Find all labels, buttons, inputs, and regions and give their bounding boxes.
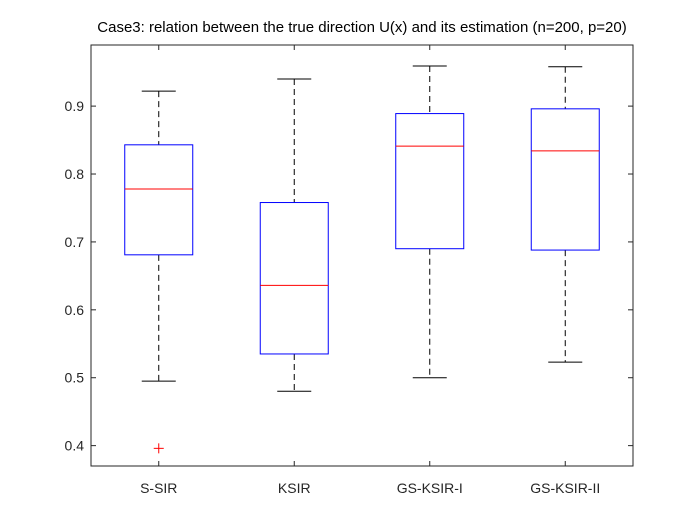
box-ksir (259, 202, 329, 355)
box-gs-ksir-ii (530, 108, 600, 251)
y-tick-label: 0.8 (65, 166, 85, 182)
x-tick-label: GS-KSIR-I (397, 480, 463, 496)
plot-area: 0.4 0.5 0.6 0.7 0.8 0.9 S-SIR KSIR GS-KSIR-I GS-K… (65, 44, 634, 496)
x-tick-label: S-SIR (140, 480, 177, 496)
box-gs-ksir-i (395, 113, 465, 250)
y-tick-label: 0.7 (65, 234, 85, 250)
chart-title: Case3: relation between the true directi… (97, 19, 626, 36)
x-tick-label: KSIR (278, 480, 311, 496)
y-tick-label: 0.6 (65, 302, 85, 318)
x-tick-label: GS-KSIR-II (530, 480, 600, 496)
y-tick-label: 0.5 (65, 370, 85, 386)
axes-frame (90, 44, 634, 467)
y-tick-label: 0.9 (65, 98, 85, 114)
box-s-sir (124, 144, 194, 256)
y-tick-label: 0.4 (65, 438, 85, 454)
